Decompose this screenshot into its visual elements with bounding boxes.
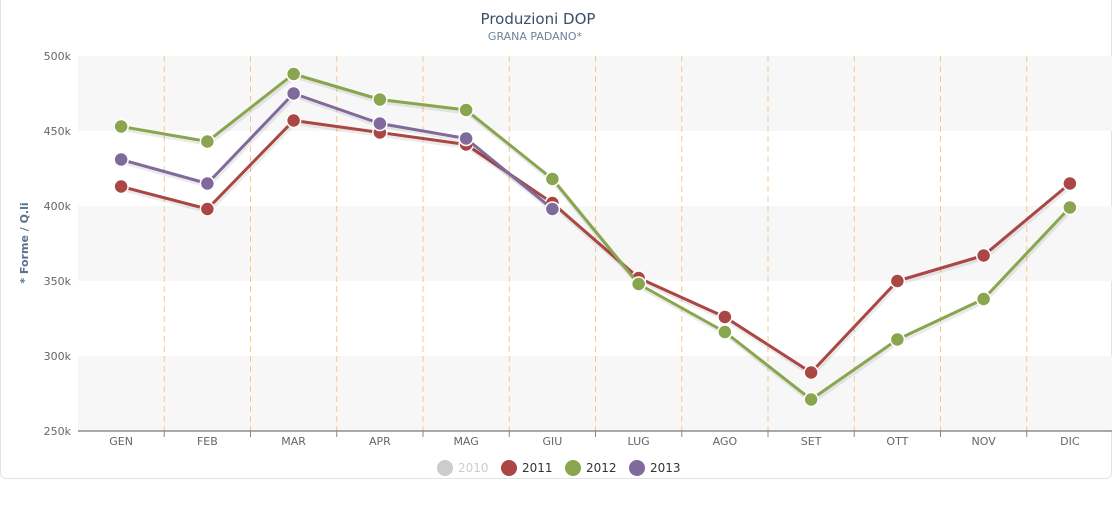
legend-marker-2012 (565, 460, 581, 476)
data-point-2011[interactable] (1062, 175, 1078, 192)
series-2013 (113, 85, 561, 217)
legend-marker-2011 (501, 460, 517, 476)
legend-marker-2013 (629, 460, 645, 476)
data-point-2012[interactable] (1062, 199, 1078, 216)
data-point-2012[interactable] (630, 276, 647, 292)
data-point-2012[interactable] (458, 102, 474, 118)
data-point-2012[interactable] (889, 331, 906, 348)
data-point-2013[interactable] (285, 85, 302, 102)
data-point-2011[interactable] (803, 364, 819, 381)
y-tick-label: 350k (44, 275, 72, 288)
y-tick-label: 400k (44, 200, 72, 213)
data-point-2012[interactable] (372, 91, 388, 108)
legend-label-2011: 2011 (522, 461, 553, 475)
x-tick-label: MAG (453, 435, 478, 448)
legend-label-2013: 2013 (650, 461, 681, 475)
data-point-2013[interactable] (544, 201, 561, 217)
chart-subtitle: GRANA PADANO* (488, 30, 583, 43)
legend-label-2012: 2012 (586, 461, 617, 475)
x-tick-label: NOV (972, 435, 997, 448)
data-point-2012[interactable] (199, 133, 216, 150)
data-point-2013[interactable] (199, 175, 216, 192)
data-point-2012[interactable] (975, 291, 992, 307)
data-point-2011[interactable] (113, 178, 129, 195)
series-line-2012[interactable] (120, 72, 1071, 401)
legend-item-2010[interactable]: 2010 (437, 460, 489, 476)
chart-container: Produzioni DOP GRANA PADANO* * Forme / Q… (0, 0, 1112, 479)
x-tick-label: AGO (713, 435, 738, 448)
y-axis-label: * Forme / Q.li (18, 202, 31, 283)
y-tick-label: 250k (44, 425, 72, 438)
x-tick-label: SET (801, 435, 822, 448)
data-point-2012[interactable] (717, 324, 733, 340)
data-point-2011[interactable] (975, 247, 992, 264)
data-point-2013[interactable] (113, 151, 129, 168)
x-tick-label: GEN (109, 435, 133, 448)
data-point-2011[interactable] (889, 273, 906, 289)
series-line-2011[interactable] (120, 119, 1071, 374)
legend-item-2011[interactable]: 2011 (501, 460, 553, 476)
x-tick-label: FEB (197, 435, 218, 448)
y-tick-label: 500k (44, 50, 72, 63)
data-point-2012[interactable] (544, 171, 561, 187)
legend-marker-2010 (437, 460, 453, 476)
x-tick-label: GIU (542, 435, 562, 448)
x-tick-label: OTT (886, 435, 908, 448)
data-point-2012[interactable] (803, 391, 819, 408)
data-point-2012[interactable] (113, 118, 129, 135)
y-tick-label: 450k (44, 125, 72, 138)
legend-item-2013[interactable]: 2013 (629, 460, 681, 476)
data-point-2011[interactable] (285, 112, 302, 129)
x-tick-label: APR (369, 435, 391, 448)
legend-label-2010: 2010 (458, 461, 489, 475)
data-point-2012[interactable] (285, 66, 302, 82)
x-tick-label: MAR (281, 435, 306, 448)
chart-title: Produzioni DOP (481, 10, 596, 28)
data-point-2013[interactable] (372, 115, 388, 132)
data-point-2013[interactable] (458, 130, 474, 147)
series-line-2013[interactable] (120, 92, 554, 211)
data-point-2011[interactable] (717, 309, 733, 325)
y-tick-label: 300k (44, 350, 72, 363)
data-point-2011[interactable] (199, 201, 216, 217)
series-2012 (113, 66, 1078, 408)
legend-item-2012[interactable]: 2012 (565, 460, 617, 476)
x-tick-label: DIC (1060, 435, 1080, 448)
x-tick-label: LUG (628, 435, 650, 448)
